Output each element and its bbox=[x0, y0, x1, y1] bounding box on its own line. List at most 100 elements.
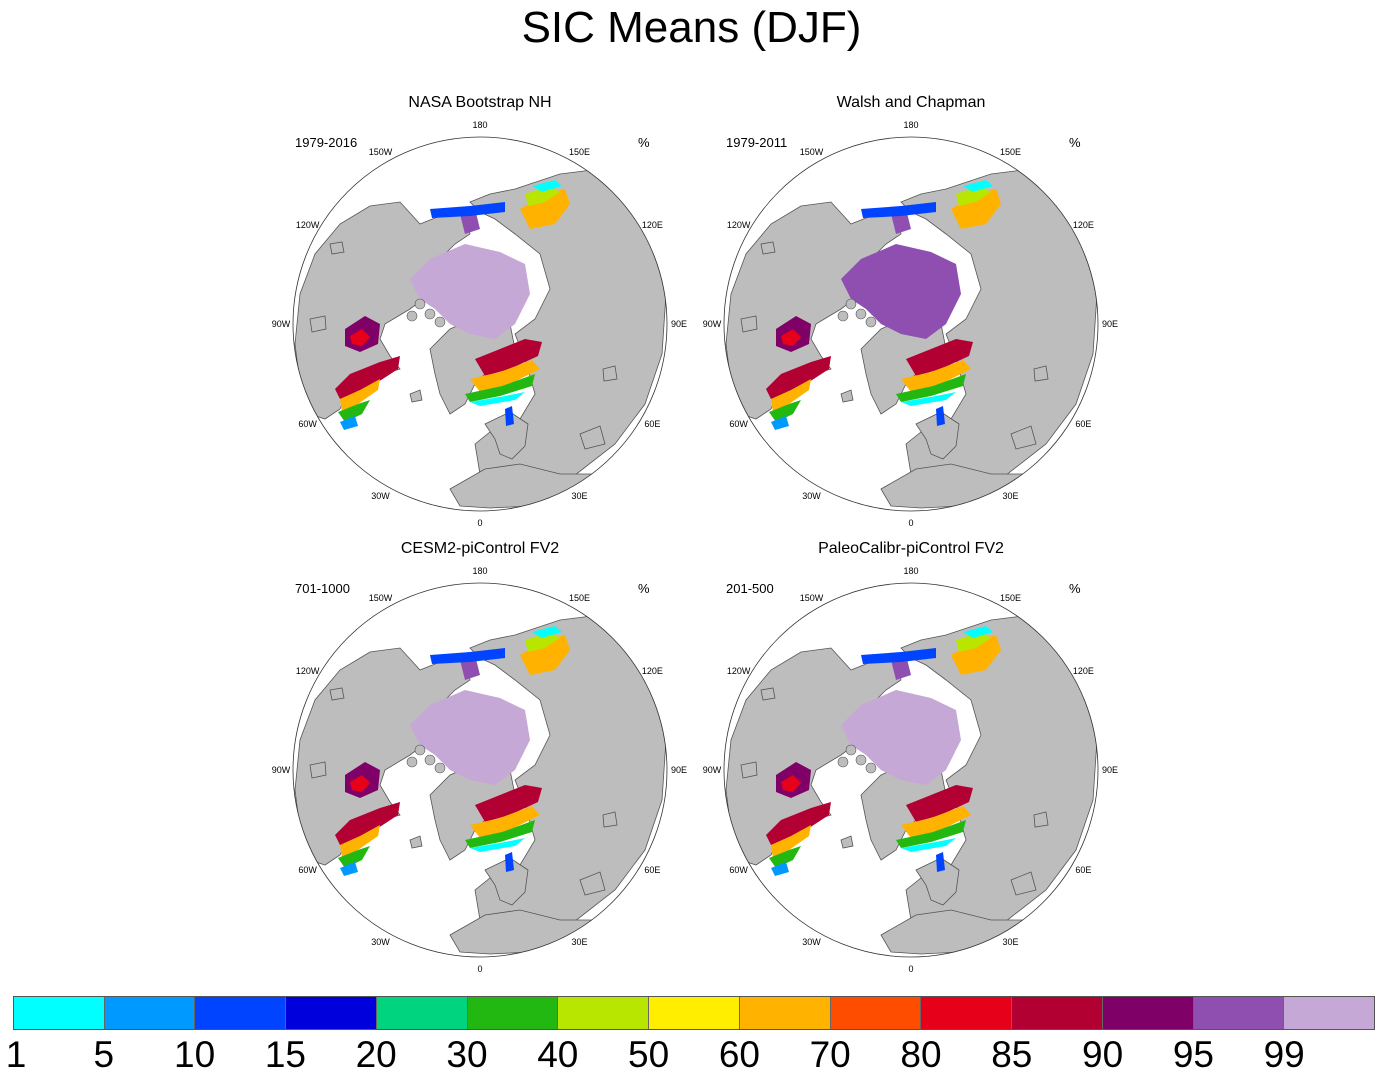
sea-ice-region bbox=[475, 339, 542, 376]
longitude-label: 120W bbox=[726, 665, 751, 676]
sea-ice-region bbox=[963, 626, 993, 638]
sea-ice-region bbox=[430, 648, 505, 664]
longitude-label: 60W bbox=[298, 418, 317, 429]
longitude-label: 60W bbox=[298, 864, 317, 875]
sea-ice-region bbox=[769, 400, 801, 422]
sea-ice-region bbox=[771, 862, 789, 876]
sea-ice-region bbox=[338, 400, 370, 422]
sea-ice-region bbox=[340, 416, 358, 430]
island bbox=[406, 310, 418, 322]
colorbar-swatch bbox=[1102, 997, 1194, 1029]
island bbox=[406, 756, 418, 768]
sea-ice-region bbox=[841, 244, 961, 339]
colorbar-level-label: 10 bbox=[174, 1034, 216, 1075]
landmass bbox=[484, 857, 529, 906]
colorbar-level-label: 99 bbox=[1263, 1034, 1305, 1075]
panel-period: 1979-2011 bbox=[726, 135, 788, 150]
polar-map bbox=[723, 136, 1099, 512]
sea-ice-region bbox=[963, 180, 993, 192]
island bbox=[434, 762, 446, 774]
sea-ice-region bbox=[771, 416, 789, 430]
map-boundary bbox=[723, 136, 1099, 512]
island bbox=[602, 365, 618, 382]
sea-ice-region bbox=[766, 802, 831, 845]
island bbox=[1010, 425, 1037, 450]
polar-map bbox=[723, 582, 1099, 958]
island bbox=[414, 298, 426, 310]
longitude-label: 180 bbox=[472, 120, 488, 130]
panel-title: PaleoCalibr-piControl FV2 bbox=[818, 540, 1004, 557]
island bbox=[837, 756, 849, 768]
sea-ice-region bbox=[525, 186, 560, 206]
unit-label: % bbox=[638, 581, 650, 596]
colorbar-level-label: 80 bbox=[900, 1034, 942, 1075]
sea-ice-region bbox=[901, 392, 956, 406]
colorbar-level-label: 15 bbox=[264, 1034, 306, 1075]
longitude-label: 90E bbox=[670, 319, 688, 329]
longitude-label: 150E bbox=[568, 592, 591, 603]
sea-ice-region bbox=[896, 820, 966, 848]
sea-ice-region bbox=[340, 379, 380, 412]
landmass bbox=[484, 411, 529, 460]
colorbar-swatch bbox=[921, 997, 1013, 1029]
longitude-label: 90W bbox=[702, 765, 722, 775]
island bbox=[309, 315, 327, 333]
map-panel-paleocalibr-picontrol: PaleoCalibr-piControl FV2 201-500 % 180 1… bbox=[701, 540, 1121, 980]
sea-ice-region bbox=[906, 785, 973, 822]
longitude-label: 30W bbox=[802, 491, 821, 502]
colorbar-swatch bbox=[1012, 997, 1103, 1029]
map-panel-cesm2-picontrol: CESM2-piControl FV2 701-1000 % 180 150E 12… bbox=[270, 540, 690, 980]
longitude-label: 180 bbox=[903, 120, 919, 130]
sea-ice-region bbox=[475, 785, 542, 822]
panel-period: 201-500 bbox=[726, 581, 774, 596]
longitude-label: 30E bbox=[1002, 491, 1019, 502]
sea-ice-region bbox=[520, 189, 570, 229]
sea-ice-region bbox=[465, 374, 535, 402]
longitude-label: 0 bbox=[477, 964, 483, 974]
colorbar-level-label: 50 bbox=[628, 1034, 670, 1075]
sea-ice-region bbox=[901, 838, 956, 852]
colorbar-swatch bbox=[467, 997, 559, 1029]
map-boundary bbox=[723, 582, 1099, 958]
sea-ice-region bbox=[896, 374, 966, 402]
longitude-label: 30W bbox=[371, 491, 390, 502]
figure-title: SIC Means (DJF) bbox=[521, 3, 862, 52]
longitude-label: 60E bbox=[1075, 864, 1092, 875]
colorbar-level-label: 20 bbox=[355, 1034, 397, 1075]
island bbox=[424, 754, 436, 766]
colorbar-swatch bbox=[830, 997, 922, 1029]
sea-ice-region bbox=[350, 329, 370, 346]
island bbox=[409, 835, 423, 849]
island bbox=[602, 811, 618, 828]
longitude-label: 90W bbox=[702, 319, 722, 329]
longitude-label: 0 bbox=[908, 518, 914, 528]
colorbar-swatch bbox=[376, 997, 468, 1029]
longitude-label: 150E bbox=[999, 592, 1022, 603]
colorbar-level-label: 85 bbox=[991, 1034, 1033, 1075]
longitude-label: 150W bbox=[799, 146, 824, 157]
island bbox=[865, 762, 877, 774]
sea-ice-region bbox=[340, 862, 358, 876]
sea-ice-region bbox=[771, 379, 811, 412]
unit-label: % bbox=[1069, 581, 1081, 596]
sea-ice-region bbox=[338, 846, 370, 868]
colorbar-swatch bbox=[104, 997, 196, 1029]
longitude-label: 90E bbox=[670, 765, 688, 775]
sea-ice-region bbox=[465, 820, 535, 848]
sea-ice-region bbox=[470, 360, 540, 392]
island bbox=[840, 835, 854, 849]
colorbar-swatch bbox=[558, 997, 650, 1029]
sea-ice-region bbox=[936, 406, 945, 426]
sea-ice-region bbox=[335, 802, 400, 845]
longitude-label: 60W bbox=[729, 418, 748, 429]
longitude-label: 150W bbox=[368, 146, 393, 157]
colorbar-swatch bbox=[739, 997, 831, 1029]
island bbox=[579, 871, 606, 896]
polar-map bbox=[292, 582, 668, 958]
sea-ice-region bbox=[430, 700, 520, 772]
sea-ice-region bbox=[781, 775, 801, 792]
longitude-label: 180 bbox=[472, 566, 488, 576]
sea-ice-region bbox=[771, 825, 811, 858]
longitude-label: 120W bbox=[295, 665, 320, 676]
colorbar-swatch bbox=[14, 997, 105, 1029]
